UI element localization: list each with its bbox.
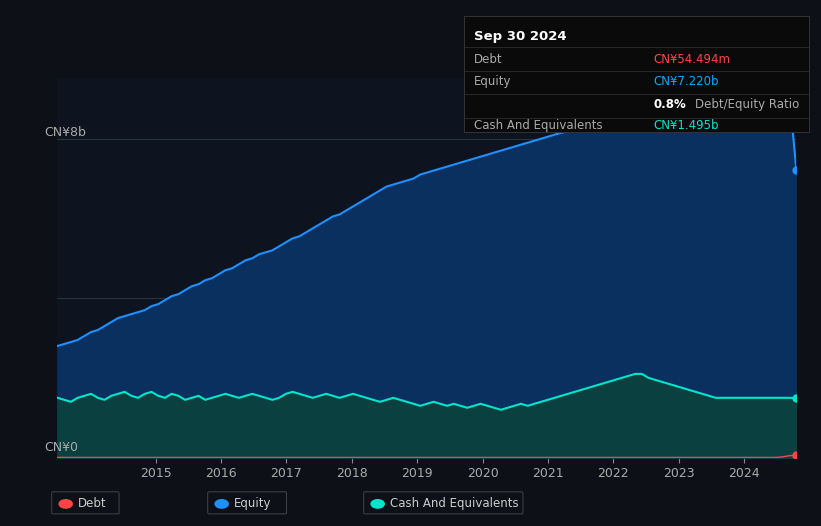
Text: Equity: Equity: [234, 498, 272, 510]
Text: CN¥8b: CN¥8b: [44, 126, 86, 139]
Text: Debt: Debt: [78, 498, 107, 510]
Text: Debt: Debt: [475, 53, 502, 66]
Text: CN¥7.220b: CN¥7.220b: [654, 75, 719, 88]
Text: Equity: Equity: [475, 75, 511, 88]
Text: Sep 30 2024: Sep 30 2024: [475, 29, 566, 43]
Text: Cash And Equivalents: Cash And Equivalents: [475, 119, 603, 132]
Text: Debt/Equity Ratio: Debt/Equity Ratio: [695, 98, 799, 111]
Text: 0.8%: 0.8%: [654, 98, 686, 111]
Text: CN¥0: CN¥0: [44, 441, 78, 453]
Text: CN¥54.494m: CN¥54.494m: [654, 53, 731, 66]
Text: CN¥1.495b: CN¥1.495b: [654, 119, 719, 132]
Text: Cash And Equivalents: Cash And Equivalents: [390, 498, 519, 510]
